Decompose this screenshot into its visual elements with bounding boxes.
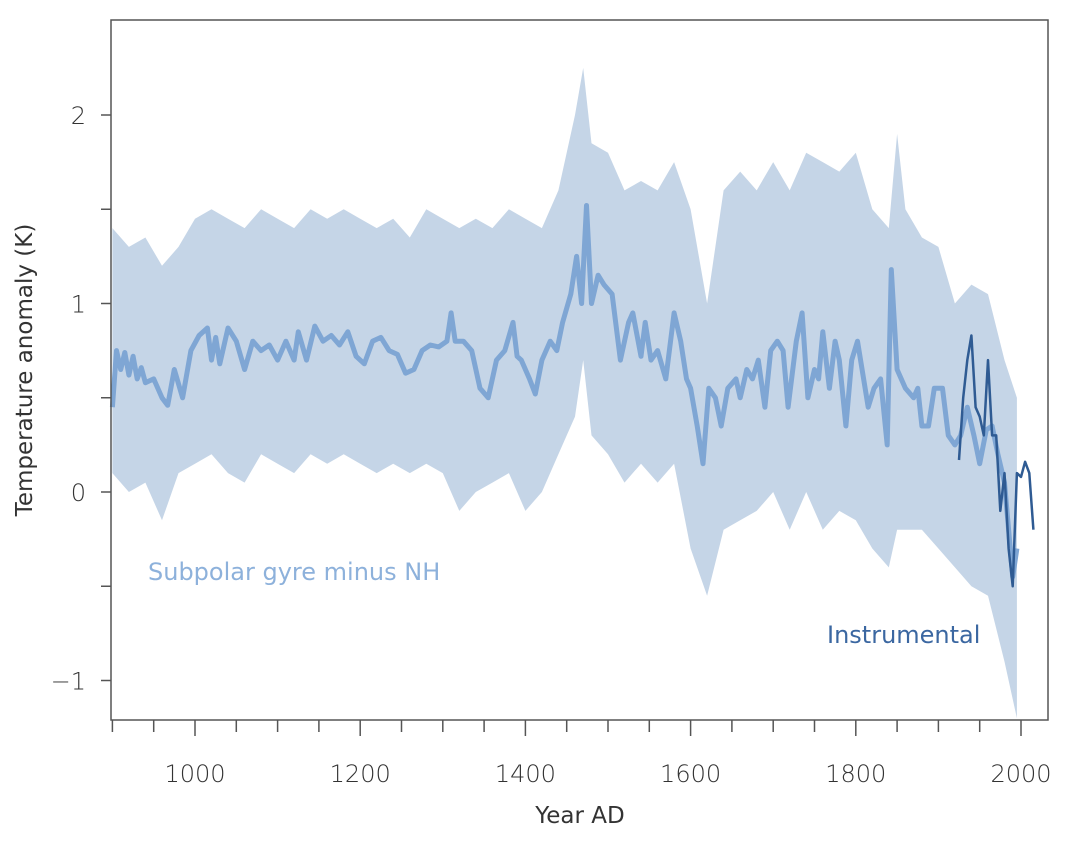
y-tick-label: 0 xyxy=(71,479,86,507)
x-tick-label: 1000 xyxy=(164,760,225,788)
ticks-layer: 1000 1200 1400 1600 1800 2000 −1 0 1 2 xyxy=(51,102,1052,788)
y-tick-label: 2 xyxy=(71,102,86,130)
reconstruction-line xyxy=(109,203,1020,580)
instrumental-line xyxy=(957,334,1035,588)
x-tick-label: 1800 xyxy=(825,760,886,788)
x-tick-label: 1600 xyxy=(660,760,721,788)
plot-frame xyxy=(110,19,1049,721)
y-tick-label: −1 xyxy=(51,668,86,696)
y-tick-label: 1 xyxy=(71,291,86,319)
x-axis-label: Year AD xyxy=(534,803,624,829)
annotation-instrumental: Instrumental xyxy=(827,621,980,649)
x-tick-label: 2000 xyxy=(990,760,1051,788)
series-layer xyxy=(109,203,1035,588)
uncertainty-band xyxy=(112,67,1017,719)
x-tick-label: 1400 xyxy=(495,760,556,788)
annotation-reconstruction: Subpolar gyre minus NH xyxy=(148,558,440,586)
x-tick-label: 1200 xyxy=(330,760,391,788)
y-axis-label: Temperature anomaly (K) xyxy=(12,224,38,518)
uncertainty-band-layer xyxy=(112,67,1017,719)
